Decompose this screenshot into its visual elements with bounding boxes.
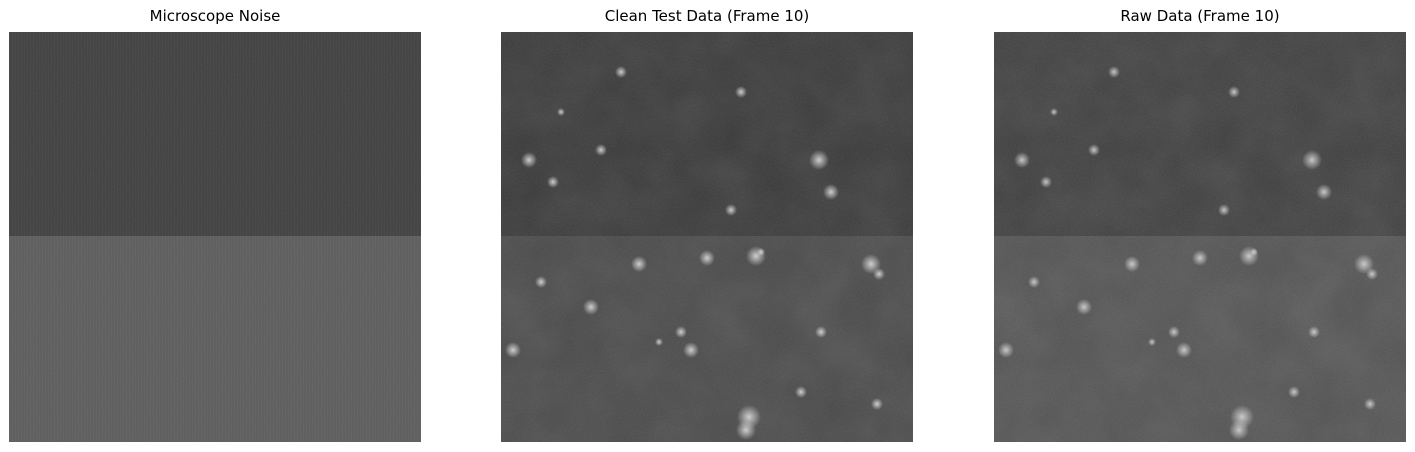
cell-spot (1366, 268, 1378, 280)
cell-spot (615, 66, 627, 78)
panel-title: Microscope Noise (149, 7, 281, 25)
panel-title: Clean Test Data (Frame 10) (604, 7, 810, 25)
cell-spot (557, 108, 565, 116)
cell-spot (1050, 108, 1058, 116)
cell-spot (699, 250, 715, 266)
cell-spot (1176, 342, 1192, 358)
cell-spot (675, 326, 687, 338)
cell-spot (735, 86, 747, 98)
cell-spot (998, 342, 1014, 358)
cell-spot (631, 256, 647, 272)
cell-spot (1316, 184, 1332, 200)
cell-spot (823, 184, 839, 200)
cell-spot (1228, 86, 1240, 98)
cell-spot (1124, 256, 1140, 272)
cell-spot (795, 386, 807, 398)
cell-spot (655, 338, 663, 346)
microscope-noise-image (9, 32, 421, 442)
cell-spot (1250, 248, 1258, 256)
cell-spot (809, 150, 829, 170)
cell-spot (595, 144, 607, 156)
panel-title: Raw Data (Frame 10) (1120, 7, 1280, 25)
panel-microscope-noise: Microscope Noise (9, 0, 421, 452)
cell-spot (683, 342, 699, 358)
cell-spot (1108, 66, 1120, 78)
cell-spot (1192, 250, 1208, 266)
cell-spot (1168, 326, 1180, 338)
cell-spot (1076, 299, 1092, 315)
cell-spot (871, 398, 883, 410)
cell-spot (1014, 152, 1030, 168)
cell-spot (1229, 420, 1249, 440)
cell-spot (757, 248, 765, 256)
cell-spot (535, 276, 547, 288)
cell-spot (725, 204, 737, 216)
panel-clean-test-data: Clean Test Data (Frame 10) (501, 0, 913, 452)
cell-spot (1218, 204, 1230, 216)
cell-spot (1302, 150, 1322, 170)
cell-spot (873, 268, 885, 280)
cell-spot (1148, 338, 1156, 346)
cell-spot (1308, 326, 1320, 338)
cell-spot (1088, 144, 1100, 156)
cell-spot (1040, 176, 1052, 188)
cell-spot (521, 152, 537, 168)
panel-raw-data: Raw Data (Frame 10) (994, 0, 1406, 452)
clean-test-data-image (501, 32, 913, 442)
cell-spot (505, 342, 521, 358)
cell-spot (815, 326, 827, 338)
cell-spot (583, 299, 599, 315)
cell-spot (1288, 386, 1300, 398)
raw-data-image (994, 32, 1406, 442)
cell-spot (547, 176, 559, 188)
cell-spot (1364, 398, 1376, 410)
cell-spot (1028, 276, 1040, 288)
cell-spot (736, 420, 756, 440)
